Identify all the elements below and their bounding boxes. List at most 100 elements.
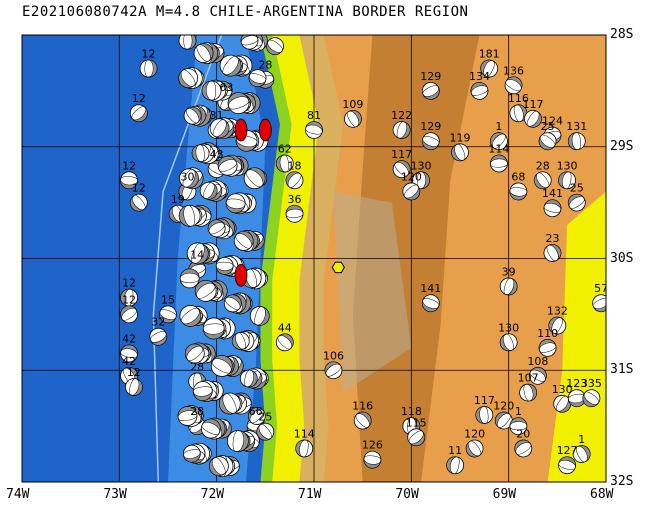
focal-mechanism — [217, 155, 238, 176]
focal-mechanism — [275, 154, 294, 173]
event-depth-label: 14 — [190, 249, 204, 262]
focal-mechanism — [567, 389, 586, 408]
longitude-label: 68W — [590, 487, 614, 502]
focal-mechanism — [490, 154, 508, 173]
event-depth-label: 117 — [474, 394, 495, 407]
event-depth-label: 136 — [503, 64, 524, 77]
event-depth-label: 106 — [323, 349, 344, 362]
event-depth-label: 129 — [420, 120, 441, 133]
focal-mechanism — [184, 343, 205, 364]
event-depth-label: 68 — [511, 170, 525, 183]
focal-mechanism — [248, 69, 267, 88]
focal-mechanism — [194, 280, 217, 302]
event-depth-label: 28 — [536, 159, 550, 172]
event-depth-label: 66 — [249, 405, 263, 418]
focal-mechanism — [192, 381, 213, 401]
event-depth-label: 1 — [495, 120, 502, 133]
event-depth-label: 130 — [557, 159, 578, 172]
focal-mechanism — [179, 268, 200, 289]
event-depth-label: 119 — [450, 131, 471, 144]
event-depth-label: 12 — [132, 182, 146, 195]
focal-mechanism — [243, 167, 266, 190]
focal-mechanism — [249, 306, 270, 326]
longitude-label: 69W — [492, 487, 517, 502]
focal-mechanism — [528, 366, 547, 385]
event-depth-label: 44 — [278, 321, 292, 334]
focal-mechanism — [200, 418, 221, 439]
latitude-label: 30S — [610, 250, 634, 266]
focal-mechanism — [199, 181, 218, 200]
focal-mechanism — [524, 109, 542, 128]
epicenter-layer — [331, 261, 345, 274]
event-depth-label: 141 — [420, 282, 441, 295]
event-depth-label: 335 — [581, 377, 602, 390]
focal-mechanism — [548, 316, 567, 335]
focal-mechanism — [363, 450, 382, 469]
event-depth-label: 124 — [542, 115, 563, 128]
focal-mechanism — [275, 333, 294, 352]
event-depth-label: 62 — [278, 143, 292, 156]
focal-mechanism — [159, 305, 177, 324]
longitude-label: 74W — [6, 487, 30, 502]
focal-mechanism — [402, 182, 421, 201]
event-depth-label: 36 — [288, 193, 302, 206]
event-depth-label: 42 — [122, 355, 136, 368]
valley-terrain — [333, 191, 412, 393]
event-depth-label: 123 — [566, 377, 587, 390]
event-depth-label: 114 — [294, 427, 315, 440]
focal-mechanism — [209, 118, 230, 139]
focal-mechanism — [392, 160, 411, 179]
event-depth-label: 25 — [258, 411, 272, 424]
focal-mechanism — [218, 392, 241, 415]
map-title: E202106080742A M=4.8 CHILE-ARGENTINA BOR… — [22, 4, 469, 20]
event-depth-label: 32 — [151, 316, 165, 329]
focal-mechanism — [514, 439, 533, 458]
event-depth-label: 134 — [469, 70, 490, 83]
longitude-label: 71W — [298, 487, 322, 502]
event-depth-label: 42 — [122, 332, 136, 345]
event-depth-label: 117 — [523, 98, 544, 111]
event-depth-label: 115 — [406, 416, 427, 429]
event-depth-label: 39 — [502, 265, 516, 278]
focal-mechanism — [519, 383, 538, 402]
event-depth-label: 57 — [594, 282, 608, 295]
longitude-label: 70W — [395, 487, 419, 502]
focal-mechanism — [247, 407, 266, 425]
focal-mechanism — [305, 121, 323, 139]
focal-mechanism — [446, 456, 465, 475]
event-depth-label: 116 — [508, 92, 529, 105]
focal-mechanism — [407, 428, 426, 447]
event-depth-label: 63 — [219, 81, 233, 94]
event-depth-label: 109 — [342, 98, 363, 111]
focal-mechanism — [475, 406, 494, 424]
event-depth-label: 114 — [488, 143, 509, 156]
focal-mechanism — [295, 439, 314, 458]
event-depth-label: 12 — [122, 293, 136, 306]
focal-mechanism — [558, 171, 576, 190]
focal-mechanism — [582, 389, 601, 408]
focal-mechanism — [233, 230, 254, 251]
focal-mechanism — [210, 355, 233, 377]
focal-mechanism — [266, 37, 284, 56]
focal-mechanism — [499, 277, 518, 296]
focal-mechanism — [538, 132, 557, 151]
event-depth-label: 118 — [401, 405, 422, 418]
longitude-label: 72W — [200, 487, 225, 502]
focal-mechanism — [149, 327, 168, 346]
event-depth-label: 12 — [122, 277, 136, 290]
focal-mechanism — [470, 81, 489, 100]
focal-mechanism — [392, 121, 411, 139]
focal-mechanism — [465, 439, 484, 458]
highlighted-mechanism — [234, 263, 248, 287]
focal-mechanism — [223, 294, 242, 313]
event-depth-label: 25 — [570, 182, 584, 195]
focal-mechanism — [504, 76, 523, 95]
event-depth-label: 12 — [122, 159, 136, 172]
focal-mechanism — [592, 294, 606, 313]
focal-mechanism — [215, 256, 234, 275]
event-depth-label: 130 — [498, 321, 519, 334]
focal-mechanism — [178, 35, 197, 50]
focal-mechanism — [567, 193, 586, 212]
event-depth-label: 129 — [420, 70, 441, 83]
event-depth-label: 131 — [566, 120, 587, 133]
